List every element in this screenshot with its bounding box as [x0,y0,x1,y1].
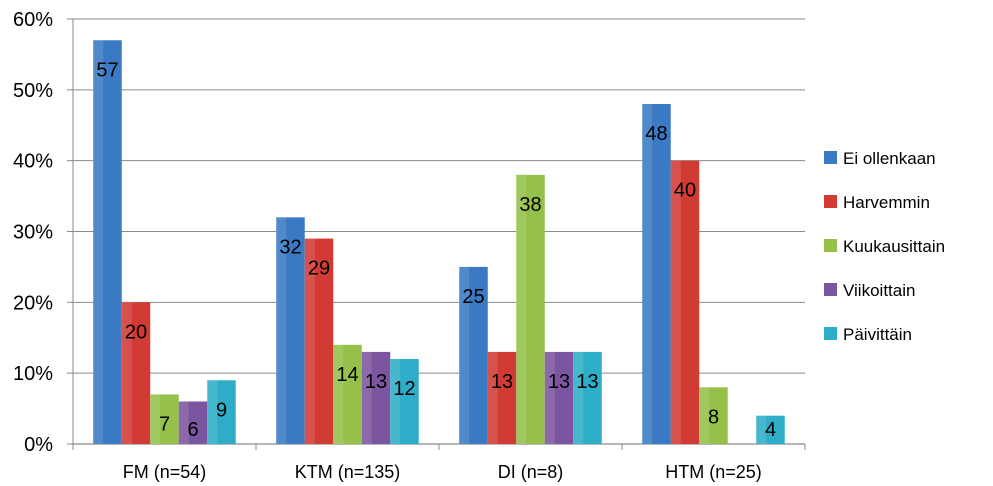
bar [573,351,602,444]
bar [487,351,517,444]
y-axis-ticks: 0% 10% 20% 30% 40% 50% 60% [13,9,53,456]
data-label: 48 [645,123,667,145]
category-label: HTM (n=25) [665,462,762,482]
bar [670,160,700,444]
legend-swatch [824,151,837,164]
bar [459,266,488,444]
category-label: DI (n=8) [498,462,564,482]
bar-highlight [333,344,344,444]
data-label: 13 [576,371,598,393]
bar-highlight [516,174,527,445]
legend-swatch [824,195,837,208]
legend-label: Harvemmin [843,193,930,212]
bar [544,351,574,444]
bar [304,238,334,444]
data-label: 12 [393,378,415,400]
bar-highlight [207,380,218,444]
bar-highlight [93,40,104,444]
data-label: 6 [187,419,198,441]
bar [333,344,362,444]
legend-label: Päivittäin [843,325,912,344]
bar-highlight [121,302,132,444]
data-label: 7 [159,413,170,435]
bar [150,394,179,444]
y-tick-label: 30% [13,222,53,244]
bar-highlight [573,351,584,444]
category-label: KTM (n=135) [295,462,401,482]
data-label: 57 [96,59,118,81]
data-label: 25 [462,286,484,308]
bar-highlight [150,394,161,444]
legend: Ei ollenkaan Harvemmin Kuukausittain Viikoi… [824,149,945,344]
x-axis-categories: FM (n=54) KTM (n=135) DI (n=8) HTM (n=25) [123,462,762,482]
bar [361,351,391,444]
data-label: 9 [216,399,227,421]
bar-highlight [642,104,653,444]
y-tick-label: 40% [13,151,53,173]
bar-highlight [459,266,470,444]
bar [756,415,785,444]
bar-highlight [544,351,555,444]
legend-swatch [824,283,837,296]
y-tick-label: 0% [24,434,53,456]
y-tick-label: 10% [13,363,53,385]
bar-highlight [178,401,189,444]
legend-swatch [824,239,837,252]
bar [516,174,545,445]
data-label: 8 [708,406,719,428]
bar-highlight [361,351,372,444]
legend-label: Ei ollenkaan [843,149,936,168]
bar-highlight [304,238,315,444]
y-tick-label: 60% [13,9,53,31]
bar [93,40,122,444]
bar [642,104,671,444]
data-label: 4 [765,419,776,441]
bar-highlight [487,351,498,444]
bar-highlight [756,415,767,444]
data-label: 40 [674,180,696,202]
bar [699,387,728,444]
data-label: 13 [491,371,513,393]
data-label: 32 [279,236,301,258]
bar-highlight [276,217,287,444]
bar-highlight [390,359,401,444]
data-labels: 57 20 7 69 32 29 14 13 12 25 13 38 13 13 48 40 8 4 [96,59,776,441]
bar [207,380,236,444]
bar [276,217,305,444]
data-label: 29 [308,258,330,280]
legend-label: Kuukausittain [843,237,945,256]
data-label: 13 [365,371,387,393]
bar-highlight [699,387,710,444]
data-label: 14 [336,364,358,386]
bar-highlight [670,160,681,444]
legend-swatch [824,327,837,340]
bar [178,401,208,444]
bar [121,302,151,444]
category-label: FM (n=54) [123,462,207,482]
legend-label: Viikoittain [843,281,915,300]
y-tick-label: 50% [13,80,53,102]
data-label: 38 [519,194,541,216]
y-tick-label: 20% [13,292,53,314]
bar [390,359,419,444]
data-label: 13 [548,371,570,393]
data-label: 20 [125,321,147,343]
bars [93,40,785,445]
